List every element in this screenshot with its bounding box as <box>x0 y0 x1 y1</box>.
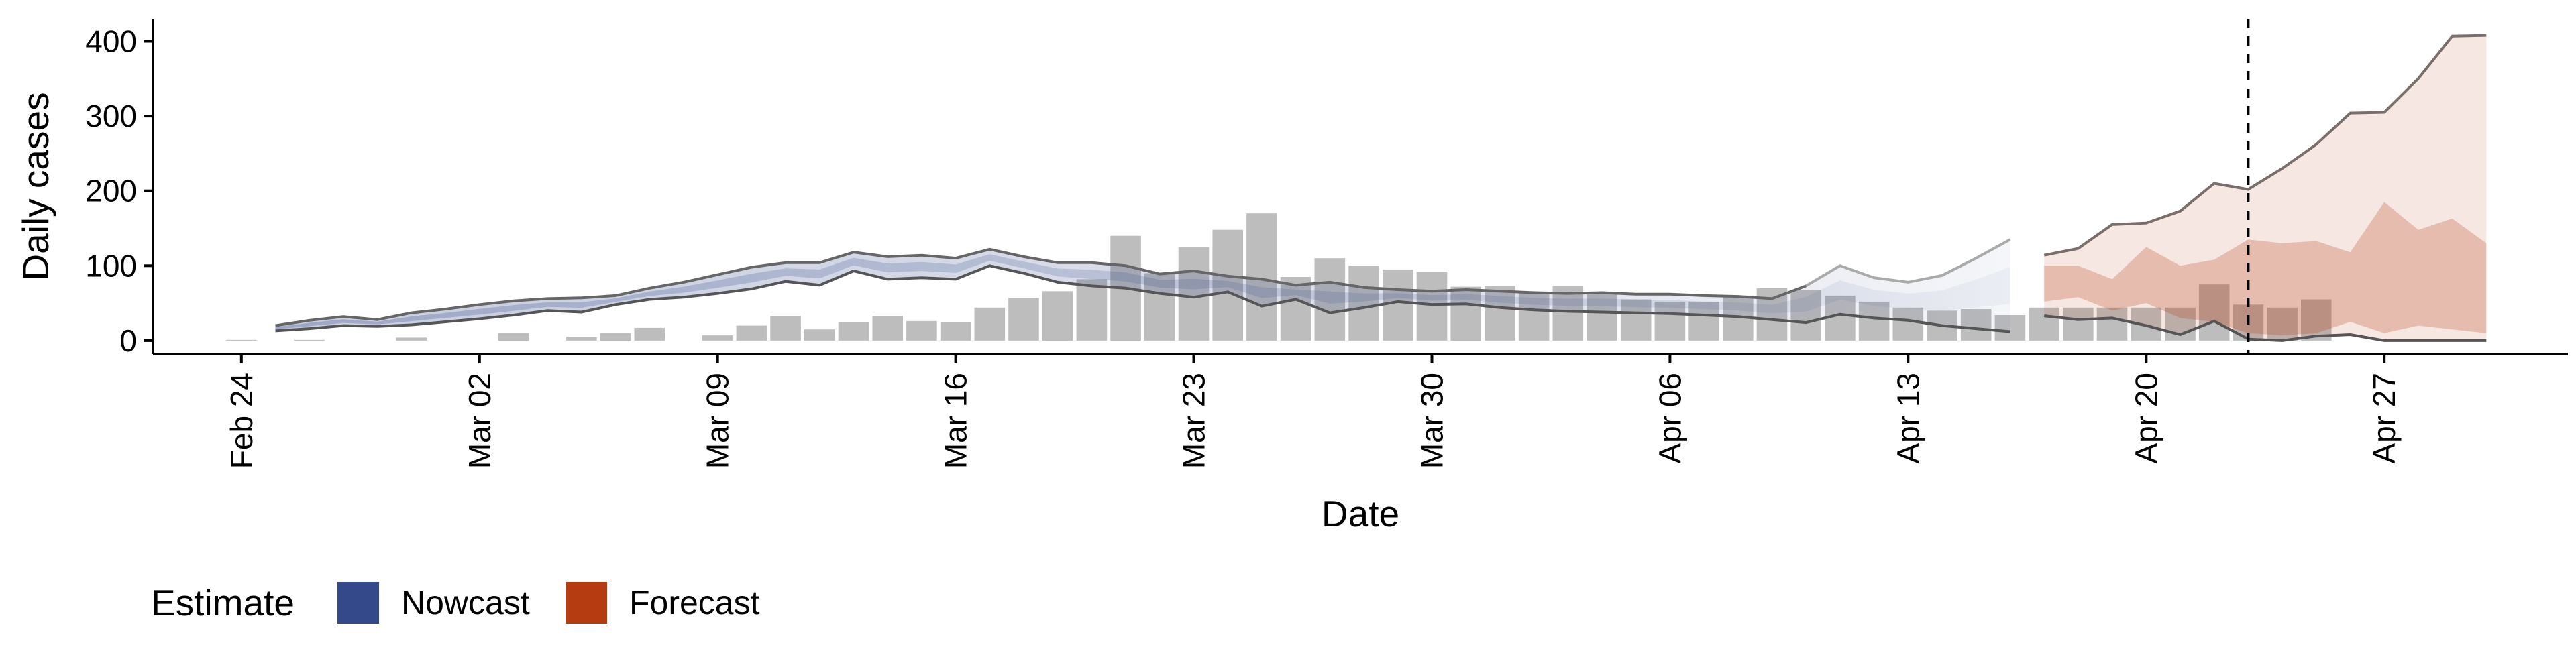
case-bar <box>1416 272 1448 341</box>
case-bar <box>634 327 665 341</box>
y-tick-label: 100 <box>85 248 137 283</box>
case-bar <box>600 333 631 341</box>
y-tick-label: 0 <box>119 323 137 358</box>
case-bar <box>974 307 1006 341</box>
plot-area <box>226 19 2487 354</box>
case-bar <box>2198 284 2230 341</box>
case-bar <box>2301 299 2332 341</box>
case-bar <box>498 333 529 341</box>
case-bar <box>566 337 597 341</box>
nowcast-upper-line-faded <box>1805 238 2011 288</box>
legend: Estimate Nowcast Forecast <box>151 582 760 624</box>
legend-title: Estimate <box>151 582 294 624</box>
case-bar <box>940 322 971 341</box>
case-bar <box>226 339 257 341</box>
case-bar <box>1076 279 1108 341</box>
forecast-lower-line <box>2043 314 2487 342</box>
case-bar <box>804 329 835 341</box>
case-bar <box>736 325 767 341</box>
case-bar <box>906 320 937 341</box>
x-tick-label: Apr 06 <box>1652 373 1687 464</box>
forecast-upper-line <box>2043 34 2487 257</box>
y-tick-label: 200 <box>85 174 137 209</box>
x-tick-label: Mar 09 <box>700 373 735 469</box>
y-tick-label: 400 <box>85 24 137 59</box>
case-bar <box>770 316 801 341</box>
x-tick-label: Mar 16 <box>938 373 973 469</box>
x-tick-label: Apr 27 <box>2367 373 2402 464</box>
case-bar <box>2096 307 2128 341</box>
nowcast-lower-line <box>275 264 2010 333</box>
nowcast-band <box>275 239 2010 332</box>
forecast-band-inner <box>2044 202 2487 336</box>
legend-label-forecast: Forecast <box>629 584 760 622</box>
forecast-band-outer <box>2044 35 2487 341</box>
legend-swatch-forecast <box>566 582 607 624</box>
x-tick-label: Apr 20 <box>2129 373 2163 464</box>
legend-label-nowcast: Nowcast <box>401 584 530 622</box>
y-tick-label: 300 <box>85 99 137 133</box>
case-bar <box>2063 307 2094 341</box>
nowcast-upper-line <box>275 247 1807 327</box>
case-bar <box>702 335 733 341</box>
x-tick-label: Apr 13 <box>1890 373 1925 464</box>
case-bar <box>1008 298 1039 341</box>
case-bar <box>2029 307 2059 341</box>
x-tick-label: Mar 02 <box>462 373 497 469</box>
x-tick-label: Mar 30 <box>1415 373 1450 469</box>
case-bar <box>396 337 427 341</box>
axes: 0 100 200 300 400 Feb 24 Mar 02 Mar 09 Mar 16 Mar… <box>85 19 2568 469</box>
case-bar <box>2267 307 2298 341</box>
case-bar <box>872 316 903 341</box>
case-bar <box>1383 269 1413 341</box>
x-tick-label: Feb 24 <box>224 373 259 469</box>
legend-swatch-nowcast <box>337 582 379 624</box>
case-bar <box>294 339 325 341</box>
case-bar <box>838 322 869 341</box>
x-tick-label: Mar 23 <box>1177 373 1212 469</box>
case-bar <box>1042 291 1073 341</box>
x-axis-title: Date <box>1322 493 1399 534</box>
y-axis-title: Daily cases <box>15 92 56 280</box>
